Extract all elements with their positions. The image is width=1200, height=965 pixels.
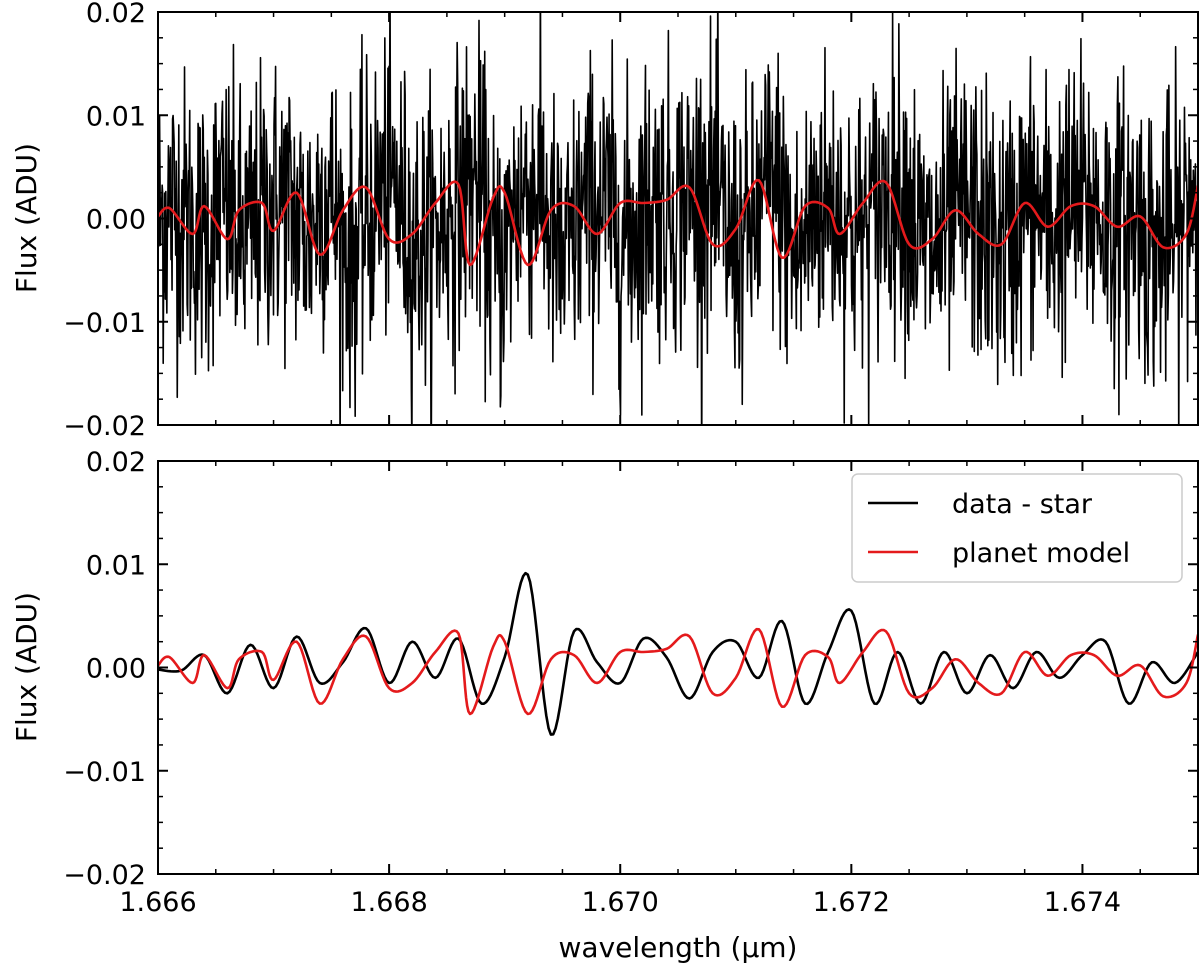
x-tick-label: 1.668 (350, 887, 427, 918)
y-tick-label: −0.01 (63, 308, 146, 339)
legend-label-data-star: data - star (952, 489, 1093, 520)
legend-box (851, 473, 1183, 583)
y-tick-label: 0.02 (86, 0, 146, 29)
bottom-axes-frame (157, 460, 1199, 875)
legend: data - star planet model (851, 473, 1183, 583)
y-tick-label: −0.02 (63, 411, 146, 442)
x-tick-label: 1.674 (1044, 887, 1121, 918)
y-tick-label: 0.02 (86, 447, 146, 478)
bottom-series-line-0 (158, 571, 1198, 736)
x-tick-label: 1.672 (813, 887, 890, 918)
top-series-line-0 (158, 12, 1198, 425)
top-panel: −0.02 −0.01 0.00 0.01 0.02 Flux (ADU) (10, 0, 1199, 442)
x-axis-label: wavelength (μm) (559, 931, 798, 964)
top-series-group (158, 12, 1198, 425)
y-tick-label: 0.01 (86, 101, 146, 132)
y-tick-label: −0.01 (63, 757, 146, 788)
y-tick-label: 0.00 (86, 654, 146, 685)
y-tick-label: 0.01 (86, 550, 146, 581)
y-tick-label: 0.00 (86, 205, 146, 236)
bottom-y-axis-label: Flux (ADU) (10, 592, 43, 742)
x-tick-label: 1.666 (119, 887, 196, 918)
top-ticks-group: −0.02 −0.01 0.00 0.01 0.02 (63, 0, 1199, 442)
top-y-axis-label: Flux (ADU) (10, 143, 43, 293)
bottom-series-line-1 (158, 627, 1198, 716)
x-tick-label: 1.670 (582, 887, 659, 918)
y-tick-label: −0.02 (63, 860, 146, 891)
top-axes-frame (157, 11, 1199, 426)
bottom-ticks-group: 1.666 1.668 1.670 1.672 1.674 −0.02 −0.01 0.00 0… (63, 447, 1199, 918)
top-series-line-1 (158, 178, 1198, 267)
legend-label-planet-model: planet model (952, 538, 1130, 569)
bottom-panel: 1.666 1.668 1.670 1.672 1.674 −0.02 −0.01 0.00 0… (10, 447, 1199, 918)
bottom-series-group (158, 571, 1198, 736)
